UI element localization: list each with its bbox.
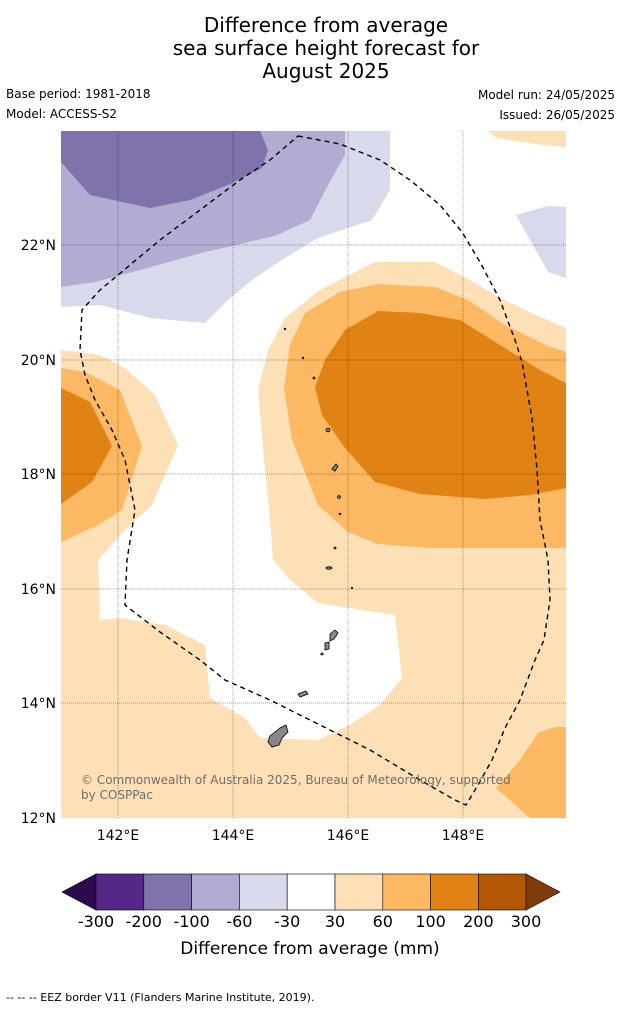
colorbar-tick-4: -60 bbox=[226, 912, 252, 931]
colorbar-bin-2 bbox=[143, 873, 192, 911]
island-saipan bbox=[329, 629, 339, 642]
axis-labels: 22°N 20°N 18°N 16°N 14°N 12°N 142°E 144°… bbox=[21, 238, 485, 844]
issued-date: Issued: 26/05/2025 bbox=[499, 108, 615, 122]
colorbar-bin-3 bbox=[191, 873, 240, 911]
colorbar-tick-1: -300 bbox=[78, 912, 114, 931]
model-name: Model: ACCESS-S2 bbox=[6, 107, 118, 121]
island-fdm bbox=[350, 586, 354, 590]
colorbar-bin-1 bbox=[95, 873, 145, 911]
island-asuncion bbox=[312, 376, 316, 380]
colorbar-bin-7 bbox=[382, 873, 431, 911]
lon-label-148: 148°E bbox=[442, 828, 485, 844]
gridlines bbox=[61, 131, 566, 818]
colorbar-tick-6: 30 bbox=[325, 912, 345, 931]
colorbar-label: Difference from average (mm) bbox=[180, 939, 439, 959]
map-panel: © Commonwealth of Australia 2025, Bureau… bbox=[61, 131, 566, 818]
colorbar-tick-9: 200 bbox=[463, 912, 494, 931]
lat-label-22: 22°N bbox=[21, 238, 56, 254]
model-run-date: Model run: 24/05/2025 bbox=[477, 88, 615, 102]
island-tinian bbox=[324, 641, 330, 651]
colorbar-bin-9 bbox=[478, 873, 527, 911]
colorbar-bin-8 bbox=[430, 873, 479, 911]
contour-mid-orange-se bbox=[496, 727, 566, 818]
islands bbox=[267, 327, 354, 748]
copyright-line-1: © Commonwealth of Australia 2025, Bureau… bbox=[81, 773, 511, 787]
lon-label-142: 142°E bbox=[97, 828, 140, 844]
island-farallon bbox=[283, 327, 287, 331]
colorbar-bin-5 bbox=[286, 873, 336, 911]
copyright-line-2: by COSPPac bbox=[81, 788, 153, 802]
colorbar-tick-3: -100 bbox=[173, 912, 209, 931]
colorbar-tick-10: 300 bbox=[511, 912, 542, 931]
colorbar-ticks: -300 -200 -100 -60 -30 30 60 100 200 300 bbox=[78, 912, 541, 931]
title-line-3: August 2025 bbox=[262, 59, 390, 83]
title-line-1: Difference from average bbox=[203, 13, 449, 37]
lat-label-14: 14°N bbox=[21, 696, 56, 712]
title-line-2: sea surface height forecast for bbox=[172, 36, 480, 60]
contour-light-orange-ne bbox=[487, 131, 566, 147]
island-guguan bbox=[338, 512, 342, 516]
colorbar bbox=[61, 873, 561, 911]
island-aguijan bbox=[320, 652, 324, 656]
colorbar-extend-low bbox=[61, 873, 97, 911]
island-anatahan bbox=[325, 566, 333, 570]
map-title: Difference from average sea surface heig… bbox=[0, 14, 621, 83]
lon-label-144: 144°E bbox=[212, 828, 255, 844]
island-agrihan bbox=[325, 427, 331, 433]
colorbar-tick-8: 100 bbox=[415, 912, 446, 931]
contour-dark-purple bbox=[61, 131, 268, 208]
lon-label-146: 146°E bbox=[327, 828, 370, 844]
island-sarigan bbox=[333, 546, 337, 550]
contour-light-purple-east bbox=[516, 206, 566, 278]
colorbar-tick-5: -30 bbox=[274, 912, 300, 931]
eez-border bbox=[79, 135, 551, 806]
colorbar-bin-6 bbox=[334, 873, 384, 911]
lat-label-20: 20°N bbox=[21, 353, 56, 369]
contour-dark-orange-main bbox=[315, 311, 566, 499]
lat-label-12: 12°N bbox=[21, 811, 56, 827]
island-alamagan bbox=[337, 495, 341, 499]
contour-dark-orange-west bbox=[61, 388, 112, 504]
island-rota bbox=[297, 690, 309, 698]
island-pagan bbox=[331, 463, 339, 472]
lat-label-18: 18°N bbox=[21, 467, 56, 483]
island-maug bbox=[301, 356, 305, 360]
lat-label-16: 16°N bbox=[21, 582, 56, 598]
base-period: Base period: 1981-2018 bbox=[6, 87, 151, 101]
colorbar-extend-high bbox=[525, 873, 561, 911]
island-guam bbox=[267, 724, 289, 748]
colorbar-tick-7: 60 bbox=[373, 912, 393, 931]
eez-footnote: -- -- -- EEZ border V11 (Flanders Marine… bbox=[6, 991, 315, 1004]
colorbar-tick-2: -200 bbox=[126, 912, 162, 931]
colorbar-bin-4 bbox=[239, 873, 288, 911]
